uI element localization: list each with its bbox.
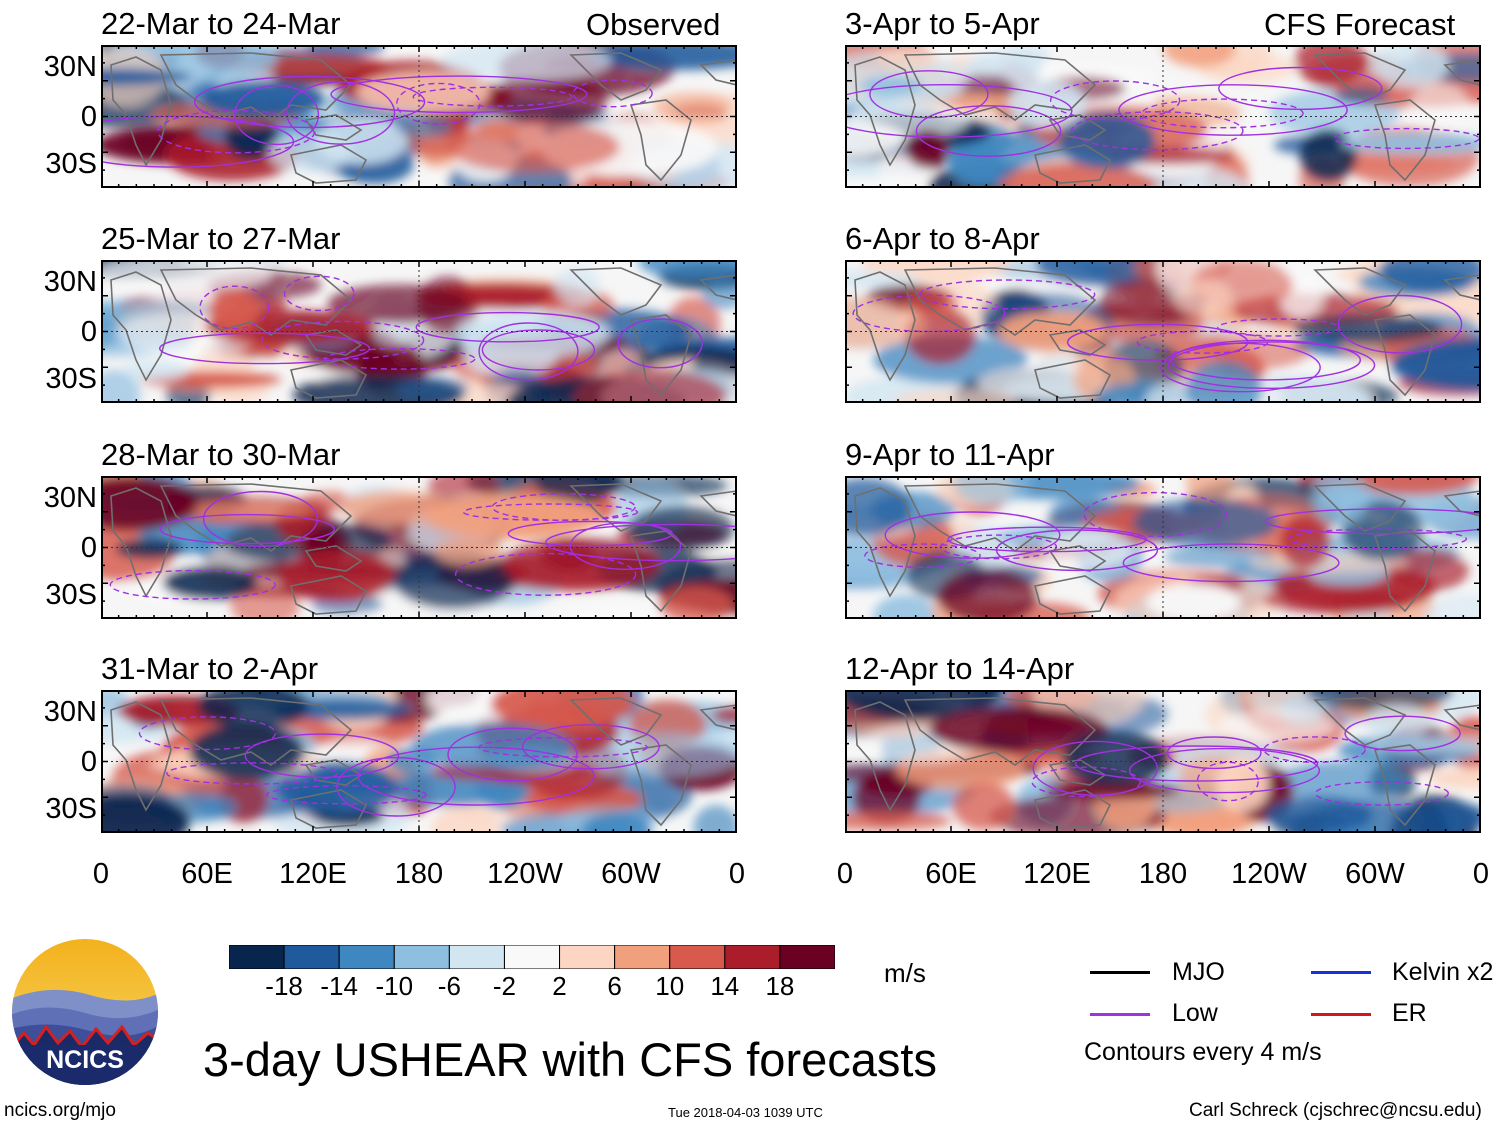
ncics-logo: NCICS <box>10 937 160 1087</box>
longitude-label: 120W <box>487 858 563 890</box>
longitude-label: 60W <box>601 858 661 890</box>
map-panel <box>28 666 771 852</box>
longitude-label: 120W <box>1231 858 1307 890</box>
map-panel <box>790 238 1510 427</box>
colorbar-swatch <box>669 944 726 970</box>
colorbar-swatch <box>559 944 616 970</box>
colorbar-tick-label: -10 <box>375 971 414 1001</box>
panel-title: 25-Mar to 27-Mar <box>101 221 341 256</box>
longitude-label: 60W <box>1345 858 1405 890</box>
longitude-label: 180 <box>394 858 444 890</box>
logo-text: NCICS <box>46 1046 124 1074</box>
map-panel <box>767 661 1510 860</box>
colorbar-swatch <box>338 944 395 970</box>
legend-line-kelvin <box>1311 971 1371 974</box>
longitude-label: 0 <box>836 858 854 890</box>
colorbar <box>228 944 836 974</box>
footer-author: Carl Schreck (cjschrec@ncsu.edu) <box>1189 1100 1482 1121</box>
legend-line-low <box>1090 1013 1150 1016</box>
legend-line-er <box>1311 1013 1371 1016</box>
colorbar-tick-label: 2 <box>552 971 567 1001</box>
latitude-label: 30N <box>43 51 97 83</box>
footer-url[interactable]: ncics.org/mjo <box>4 1100 116 1121</box>
longitude-label: 0 <box>92 858 110 890</box>
colorbar-tick-label: 10 <box>655 971 685 1001</box>
colorbar-swatch <box>448 944 505 970</box>
longitude-label: 0 <box>728 858 746 890</box>
colorbar-swatch <box>283 944 340 970</box>
map-panel <box>775 19 1510 213</box>
legend-note: Contours every 4 m/s <box>1084 1038 1322 1066</box>
colorbar-swatch <box>724 944 781 970</box>
colorbar-tick-label: 18 <box>765 971 795 1001</box>
latitude-label: 30S <box>45 793 97 825</box>
longitude-label: 0 <box>1472 858 1490 890</box>
latitude-label: 30N <box>43 482 97 514</box>
longitude-label: 180 <box>1138 858 1188 890</box>
legend-label-mjo: MJO <box>1172 958 1225 986</box>
cfs-forecast-label: CFS Forecast <box>1264 7 1456 42</box>
longitude-label: 120E <box>279 858 347 890</box>
panel-title: 22-Mar to 24-Mar <box>101 6 341 41</box>
legend-label-kelvin: Kelvin x2 <box>1392 958 1494 986</box>
colorbar-tick-label: -6 <box>437 971 461 1001</box>
latitude-label: 0 <box>80 745 97 778</box>
map-panel <box>34 244 788 428</box>
colorbar-tick-label: 6 <box>607 971 622 1001</box>
longitude-label: 60E <box>181 858 233 890</box>
longitude-label: 60E <box>925 858 977 890</box>
colorbar-swatch <box>228 944 285 970</box>
main-title: 3-day USHEAR with CFS forecasts <box>203 1033 937 1086</box>
latitude-label: 30N <box>43 266 97 298</box>
colorbar-swatch <box>503 944 561 970</box>
colorbar-swatch <box>614 944 671 970</box>
legend-line-mjo <box>1090 971 1150 974</box>
colorbar-tick-label: -14 <box>320 971 358 1001</box>
panel-title: 3-Apr to 5-Apr <box>845 6 1040 41</box>
map-panel <box>16 25 794 208</box>
panel-title: 12-Apr to 14-Apr <box>845 651 1075 686</box>
panel-title: 9-Apr to 11-Apr <box>845 437 1055 472</box>
colorbar-swatch <box>779 944 836 970</box>
map-panel <box>63 449 809 637</box>
colorbar-swatch <box>393 944 450 970</box>
latitude-label: 30S <box>45 363 97 395</box>
longitude-label: 120E <box>1023 858 1091 890</box>
latitude-label: 0 <box>80 100 97 133</box>
map-panel <box>788 455 1510 643</box>
legend-label-er: ER <box>1392 999 1427 1027</box>
latitude-label: 0 <box>80 531 97 564</box>
colorbar-tick-label: -2 <box>492 971 517 1001</box>
latitude-label: 30S <box>45 579 97 611</box>
panel-title: 28-Mar to 30-Mar <box>101 437 341 472</box>
latitude-label: 30S <box>45 148 97 180</box>
panel-title: 31-Mar to 2-Apr <box>101 651 319 686</box>
legend-label-low: Low <box>1172 999 1218 1027</box>
latitude-label: 0 <box>80 315 97 348</box>
observed-label: Observed <box>586 7 721 42</box>
colorbar-tick-label: 14 <box>710 971 740 1001</box>
colorbar-tick-label: -18 <box>265 971 303 1001</box>
latitude-label: 30N <box>43 696 97 728</box>
colorbar-units: m/s <box>884 958 926 988</box>
panel-title: 6-Apr to 8-Apr <box>845 221 1040 256</box>
footer-timestamp: Tue 2018-04-03 1039 UTC <box>668 1105 823 1120</box>
